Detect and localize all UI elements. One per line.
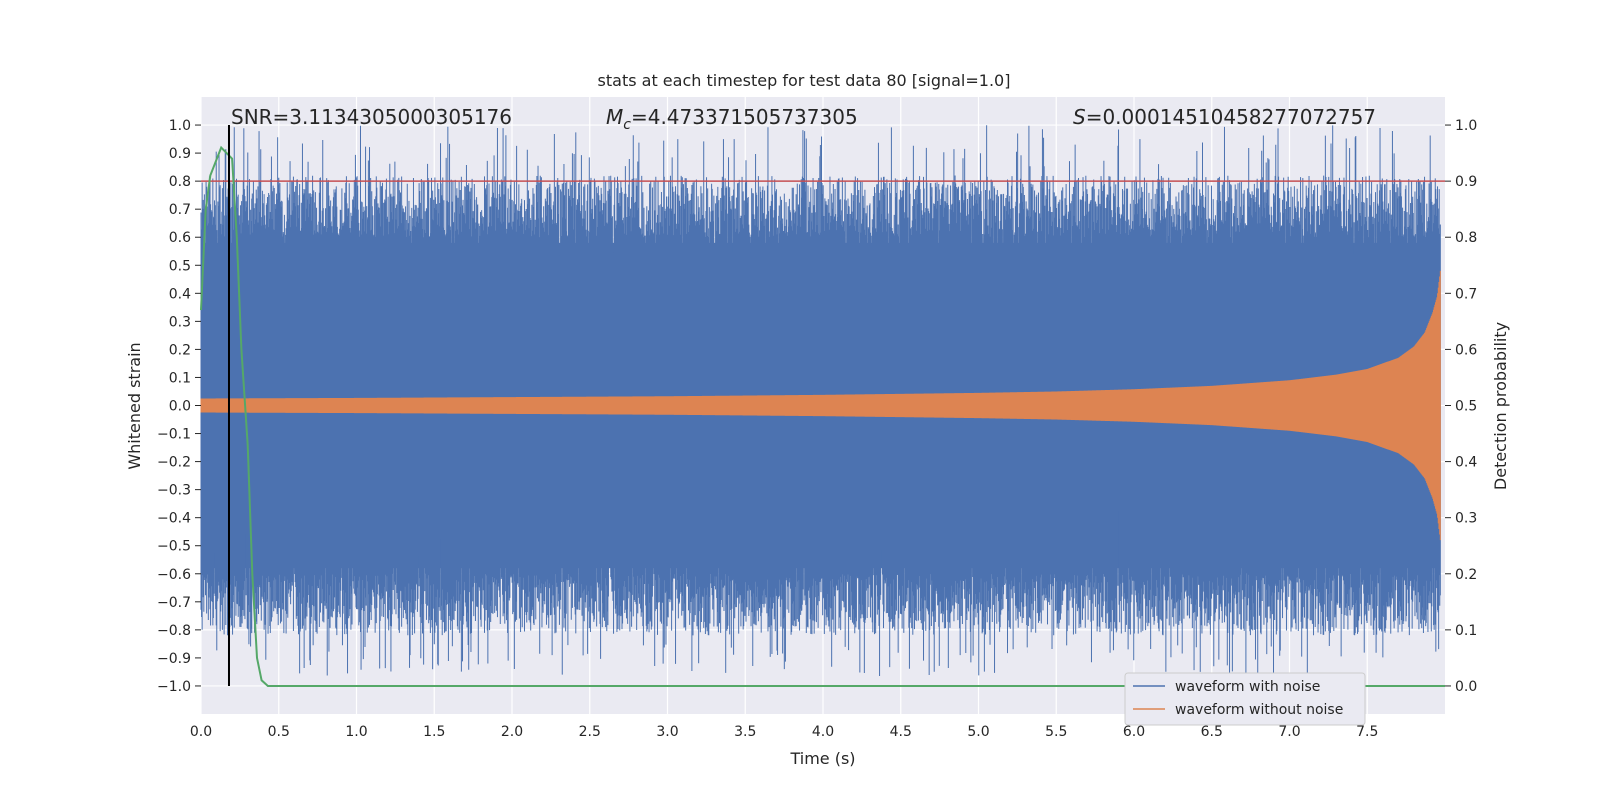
x-tick-label: 2.0 <box>501 724 523 740</box>
x-tick-label: 0.5 <box>268 724 290 740</box>
y2-tick-label: 0.7 <box>1455 286 1477 302</box>
y2-tick-label: 0.5 <box>1455 399 1477 415</box>
y-tick-label: −0.7 <box>157 595 191 611</box>
x-tick-label: 3.5 <box>734 724 756 740</box>
y-tick-label: −0.9 <box>157 651 191 667</box>
x-tick-label: 6.0 <box>1123 724 1145 740</box>
y2-tick-label: 0.6 <box>1455 342 1477 358</box>
y-tick-label: −0.2 <box>157 455 191 471</box>
x-tick-label: 1.0 <box>345 724 367 740</box>
y-tick-label: −1.0 <box>157 679 191 695</box>
x-tick-label: 6.5 <box>1201 724 1223 740</box>
y-tick-label: 0.8 <box>169 174 191 190</box>
y-tick-label: 0.3 <box>169 314 191 330</box>
series-detection-probability <box>200 145 1445 687</box>
y-tick-label: 0.2 <box>169 342 191 358</box>
x-axis-ticks: 0.0 0.5 1.0 1.5 2.0 2.5 3.0 3.5 4.0 4.5 5.0 5.5 6.0 6… <box>190 724 1379 740</box>
y-tick-label: 0.6 <box>169 230 191 246</box>
y-axis-label: Whitened strain <box>125 342 144 469</box>
legend-label-waveform-with-noise: waveform with noise <box>1175 679 1320 695</box>
x-tick-label: 5.0 <box>967 724 989 740</box>
x-axis-label: Time (s) <box>789 749 855 768</box>
y2-axis-ticks: 1.0 0.9 0.8 0.7 0.6 0.5 0.4 0.3 0.2 0.1 0.0 <box>1445 118 1477 695</box>
x-tick-label: 3.0 <box>656 724 678 740</box>
y-tick-label: 0.5 <box>169 258 191 274</box>
y-axis-ticks: 1.0 0.9 0.8 0.7 0.6 0.5 0.4 0.3 0.2 0.1 0.0 −0.1 −0.… <box>157 118 201 695</box>
y-tick-label: −0.6 <box>157 567 191 583</box>
chirp-mass-symbol: M <box>606 105 623 129</box>
chart-title: stats at each timestep for test data 80 … <box>598 71 1011 90</box>
y2-tick-label: 0.1 <box>1455 623 1477 639</box>
y2-tick-label: 0.2 <box>1455 567 1477 583</box>
y-tick-label: −0.5 <box>157 539 191 555</box>
y2-tick-label: 0.0 <box>1455 679 1477 695</box>
legend-label-waveform-without-noise: waveform without noise <box>1175 702 1343 718</box>
y-tick-label: 0.1 <box>169 370 191 386</box>
x-tick-label: 4.5 <box>890 724 912 740</box>
y-tick-label: 0.7 <box>169 202 191 218</box>
chirp-mass-subscript: c <box>623 117 631 133</box>
y2-tick-label: 1.0 <box>1455 118 1477 134</box>
x-tick-label: 5.5 <box>1045 724 1067 740</box>
x-tick-label: 0.0 <box>190 724 212 740</box>
y2-tick-label: 0.8 <box>1455 230 1477 246</box>
y-tick-label: −0.4 <box>157 511 191 527</box>
legend: waveform with noise waveform without noi… <box>1124 672 1366 726</box>
x-tick-label: 4.0 <box>812 724 834 740</box>
y-tick-label: 1.0 <box>169 118 191 134</box>
y-tick-label: 0.0 <box>169 399 191 415</box>
x-tick-label: 7.0 <box>1278 724 1300 740</box>
x-tick-label: 1.5 <box>423 724 445 740</box>
chirp-mass-value: =4.473371505737305 <box>631 105 858 129</box>
y2-tick-label: 0.3 <box>1455 511 1477 527</box>
y-tick-label: −0.3 <box>157 483 191 499</box>
x-tick-label: 2.5 <box>579 724 601 740</box>
s-symbol: S <box>1073 105 1086 129</box>
s-annotation: S=0.00014510458277072757 <box>1073 105 1376 129</box>
x-tick-label: 7.5 <box>1356 724 1378 740</box>
legend-box <box>1124 672 1366 726</box>
s-value: =0.00014510458277072757 <box>1086 105 1376 129</box>
snr-annotation: SNR=3.1134305000305176 <box>231 105 512 129</box>
y2-axis-label: Detection probability <box>1491 322 1510 490</box>
y2-tick-label: 0.4 <box>1455 455 1477 471</box>
chirp-mass-annotation: Mc=4.473371505737305 <box>606 105 858 133</box>
y-tick-label: 0.4 <box>169 286 191 302</box>
y2-tick-label: 0.9 <box>1455 174 1477 190</box>
y-tick-label: −0.1 <box>157 427 191 443</box>
plot-area <box>200 97 1445 714</box>
y-tick-label: −0.8 <box>157 623 191 639</box>
y-tick-label: 0.9 <box>169 146 191 162</box>
